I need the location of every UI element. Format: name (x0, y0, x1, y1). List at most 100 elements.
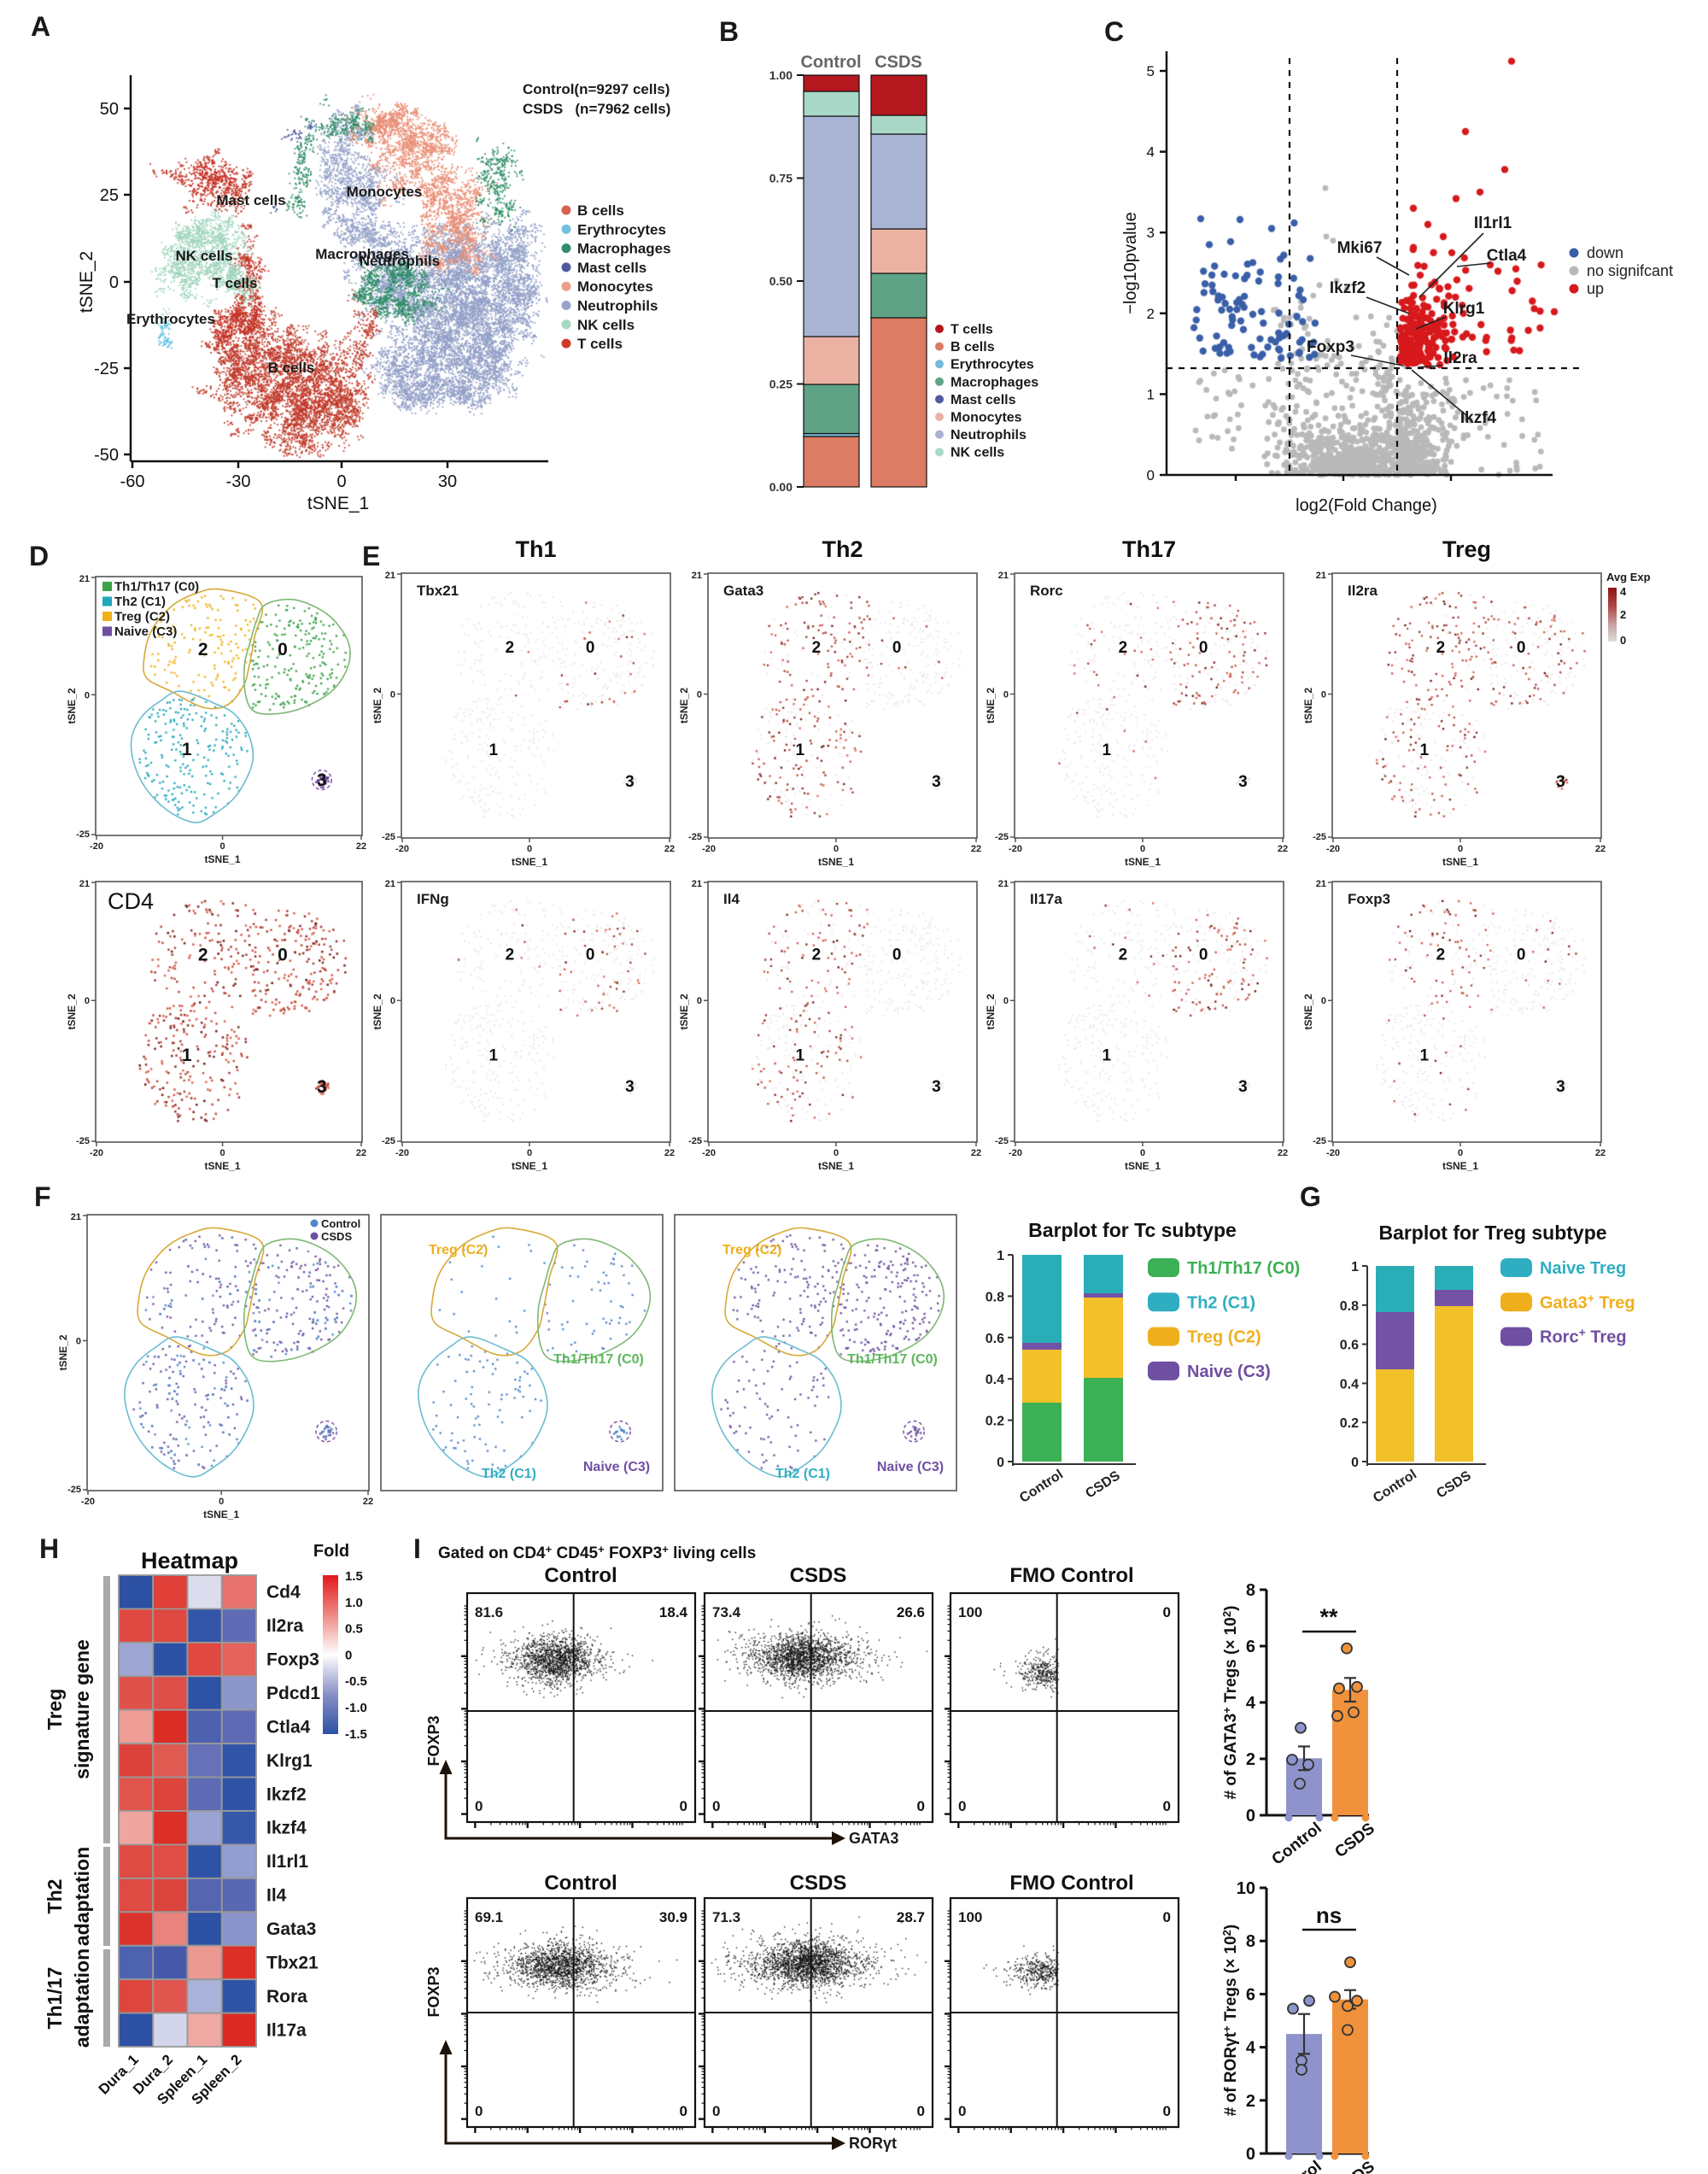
svg-text:Th1/Th17 (C0): Th1/Th17 (C0) (1187, 1259, 1300, 1278)
svg-text:1: 1 (795, 1046, 804, 1064)
svg-text:0: 0 (712, 1798, 720, 1814)
svg-text:0: 0 (390, 690, 395, 700)
svg-text:0: 0 (680, 1798, 687, 1814)
svg-text:Macrophages: Macrophages (577, 241, 671, 257)
svg-text:Il2ra: Il2ra (266, 1616, 304, 1636)
svg-text:0: 0 (220, 841, 225, 852)
svg-text:-25: -25 (688, 832, 702, 842)
svg-text:0.00: 0.00 (769, 480, 793, 494)
svg-text:0: 0 (1140, 844, 1145, 854)
svg-text:Avg Exp: Avg Exp (1606, 571, 1651, 583)
svg-text:Control: Control (1371, 1468, 1419, 1506)
svg-text:tSNE_1: tSNE_1 (205, 853, 241, 865)
svg-text:1: 1 (182, 740, 192, 759)
svg-text:1: 1 (182, 1046, 192, 1065)
svg-text:tSNE_2: tSNE_2 (66, 993, 78, 1029)
svg-text:1: 1 (1102, 1046, 1111, 1064)
svg-text:1.00: 1.00 (769, 68, 793, 82)
svg-text:G: G (1300, 1181, 1321, 1212)
svg-text:71.3: 71.3 (712, 1909, 740, 1925)
svg-text:-25: -25 (995, 832, 1009, 842)
svg-text:4: 4 (1620, 585, 1627, 598)
svg-text:Ikzf4: Ikzf4 (266, 1819, 307, 1838)
svg-text:0.2: 0.2 (986, 1415, 1004, 1429)
svg-text:0: 0 (586, 946, 595, 964)
svg-text:# of RORγt+ Tregs (× 102): # of RORγt+ Tregs (× 102) (1220, 1925, 1240, 2116)
svg-text:Gata3+ Treg: Gata3+ Treg (1540, 1291, 1635, 1312)
svg-text:0: 0 (1163, 1798, 1171, 1814)
svg-text:tSNE_2: tSNE_2 (678, 993, 690, 1029)
svg-text:Foxp3: Foxp3 (266, 1650, 319, 1670)
svg-text:0: 0 (712, 2103, 720, 2119)
svg-text:tSNE_1: tSNE_1 (1442, 856, 1478, 868)
svg-text:B cells: B cells (577, 202, 624, 219)
svg-text:2: 2 (1246, 2092, 1255, 2111)
svg-text:Il17a: Il17a (266, 2020, 307, 2040)
svg-text:28.7: 28.7 (897, 1909, 925, 1925)
svg-text:Monocytes: Monocytes (347, 184, 423, 200)
svg-text:Control: Control (800, 53, 861, 72)
svg-text:tSNE_1: tSNE_1 (203, 1509, 239, 1521)
svg-text:F: F (34, 1181, 51, 1212)
svg-text:-20: -20 (702, 1148, 716, 1158)
svg-text:0: 0 (1246, 1807, 1255, 1825)
svg-text:22: 22 (1278, 844, 1288, 854)
svg-text:0.6: 0.6 (986, 1332, 1004, 1346)
svg-text:-30: -30 (226, 472, 251, 491)
svg-text:I: I (413, 1533, 421, 1564)
svg-text:Il2ra: Il2ra (1348, 583, 1378, 599)
svg-text:21: 21 (1316, 571, 1326, 581)
svg-text:8: 8 (1246, 1932, 1255, 1951)
svg-text:Fold: Fold (313, 1542, 349, 1561)
svg-text:2: 2 (1246, 1750, 1255, 1769)
svg-text:0: 0 (834, 844, 839, 854)
svg-text:tSNE_1: tSNE_1 (512, 856, 547, 868)
svg-text:21: 21 (998, 879, 1009, 889)
svg-text:0: 0 (219, 1497, 224, 1507)
svg-text:Treg (C2): Treg (C2) (114, 610, 170, 624)
svg-text:100: 100 (958, 1909, 982, 1925)
svg-text:CSDS: CSDS (1083, 1468, 1123, 1502)
svg-text:-25: -25 (688, 1136, 702, 1146)
svg-text:Mast cells: Mast cells (951, 393, 1016, 407)
svg-text:0: 0 (958, 1798, 966, 1814)
svg-text:signature gene: signature gene (71, 1639, 93, 1779)
svg-text:-20: -20 (395, 844, 409, 854)
svg-text:Control: Control (1017, 1468, 1066, 1506)
svg-text:Gata3: Gata3 (266, 1919, 316, 1939)
svg-text:NK cells: NK cells (175, 248, 232, 264)
svg-text:0: 0 (1163, 2103, 1171, 2119)
svg-text:0: 0 (1199, 946, 1208, 964)
svg-text:0: 0 (1003, 690, 1009, 700)
svg-text:CSDS: CSDS (874, 53, 922, 72)
svg-text:1.5: 1.5 (345, 1569, 363, 1584)
svg-text:0: 0 (345, 1648, 352, 1662)
svg-text:Neutrophils: Neutrophils (951, 428, 1027, 442)
svg-text:2: 2 (198, 640, 208, 659)
svg-text:Th1/Th17 (C0): Th1/Th17 (C0) (114, 580, 199, 595)
svg-text:tSNE_1: tSNE_1 (1442, 1160, 1478, 1172)
svg-text:tSNE_2: tSNE_2 (66, 688, 78, 724)
svg-text:0: 0 (892, 946, 902, 964)
svg-text:Cd4: Cd4 (266, 1583, 301, 1603)
svg-text:0.8: 0.8 (1340, 1299, 1359, 1314)
svg-text:GATA3: GATA3 (849, 1830, 898, 1847)
svg-text:Treg (C2): Treg (C2) (429, 1243, 488, 1257)
svg-text:-20: -20 (90, 1148, 103, 1158)
svg-text:FMO Control: FMO Control (1009, 1564, 1133, 1587)
svg-text:-1.5: -1.5 (345, 1727, 367, 1742)
svg-text:T cells: T cells (213, 275, 258, 291)
svg-text:-20: -20 (81, 1497, 95, 1507)
svg-text:Th2 (C1): Th2 (C1) (1187, 1293, 1255, 1312)
svg-text:-0.5: -0.5 (345, 1674, 367, 1689)
svg-text:Klrg1: Klrg1 (1443, 300, 1485, 318)
svg-text:3: 3 (1238, 1078, 1248, 1096)
svg-text:-20: -20 (1326, 1148, 1340, 1158)
svg-text:22: 22 (356, 841, 366, 852)
svg-text:0: 0 (1246, 2145, 1255, 2164)
svg-text:2: 2 (812, 639, 822, 657)
svg-text:tSNE_2: tSNE_2 (371, 688, 383, 724)
svg-text:0: 0 (1321, 996, 1326, 1006)
svg-text:0.5: 0.5 (345, 1622, 363, 1637)
svg-text:adaptation: adaptation (71, 1948, 93, 2048)
